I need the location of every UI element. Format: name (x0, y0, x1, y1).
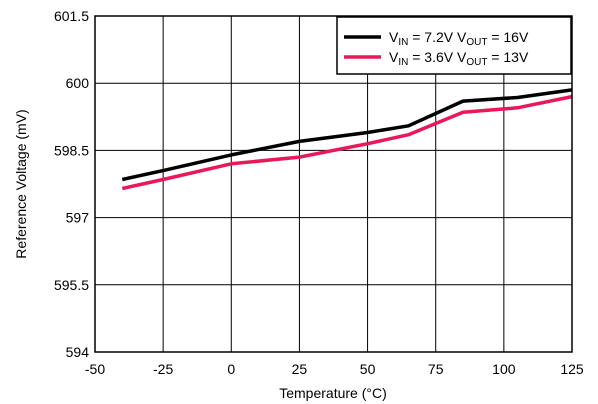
x-tick-label: 0 (227, 361, 235, 377)
x-axis-title: Temperature (°C) (279, 385, 387, 401)
y-tick-label: 598.5 (54, 142, 89, 158)
x-tick-label: 75 (428, 361, 444, 377)
x-tick-label: 100 (492, 361, 516, 377)
x-tick-label: -50 (85, 361, 105, 377)
series-line-1 (121, 88, 573, 182)
y-axis-title: Reference Voltage (mV) (13, 109, 29, 258)
x-tick-label: 50 (360, 361, 376, 377)
series-lines (121, 88, 573, 191)
y-tick-label: 600 (66, 75, 90, 91)
x-tick-label: 25 (292, 361, 308, 377)
x-tick-label: 125 (560, 361, 584, 377)
plot-frame (94, 15, 573, 353)
y-tick-label: 597 (66, 210, 90, 226)
series-line-2 (121, 94, 573, 191)
legend-label-1: VIN = 7.2V VOUT = 16V (389, 29, 529, 48)
x-tick-label: -25 (153, 361, 173, 377)
y-tick-label: 595.5 (54, 277, 89, 293)
x-axis-tick-labels: -50 -25 0 25 50 75 100 125 (85, 361, 584, 377)
y-tick-label: 594 (66, 344, 90, 360)
legend-box (336, 16, 572, 75)
y-tick-label: 601.5 (54, 8, 89, 24)
legend-label-2: VIN = 3.6V VOUT = 13V (389, 49, 529, 68)
y-axis-tick-labels: 594 595.5 597 598.5 600 601.5 (54, 8, 89, 360)
